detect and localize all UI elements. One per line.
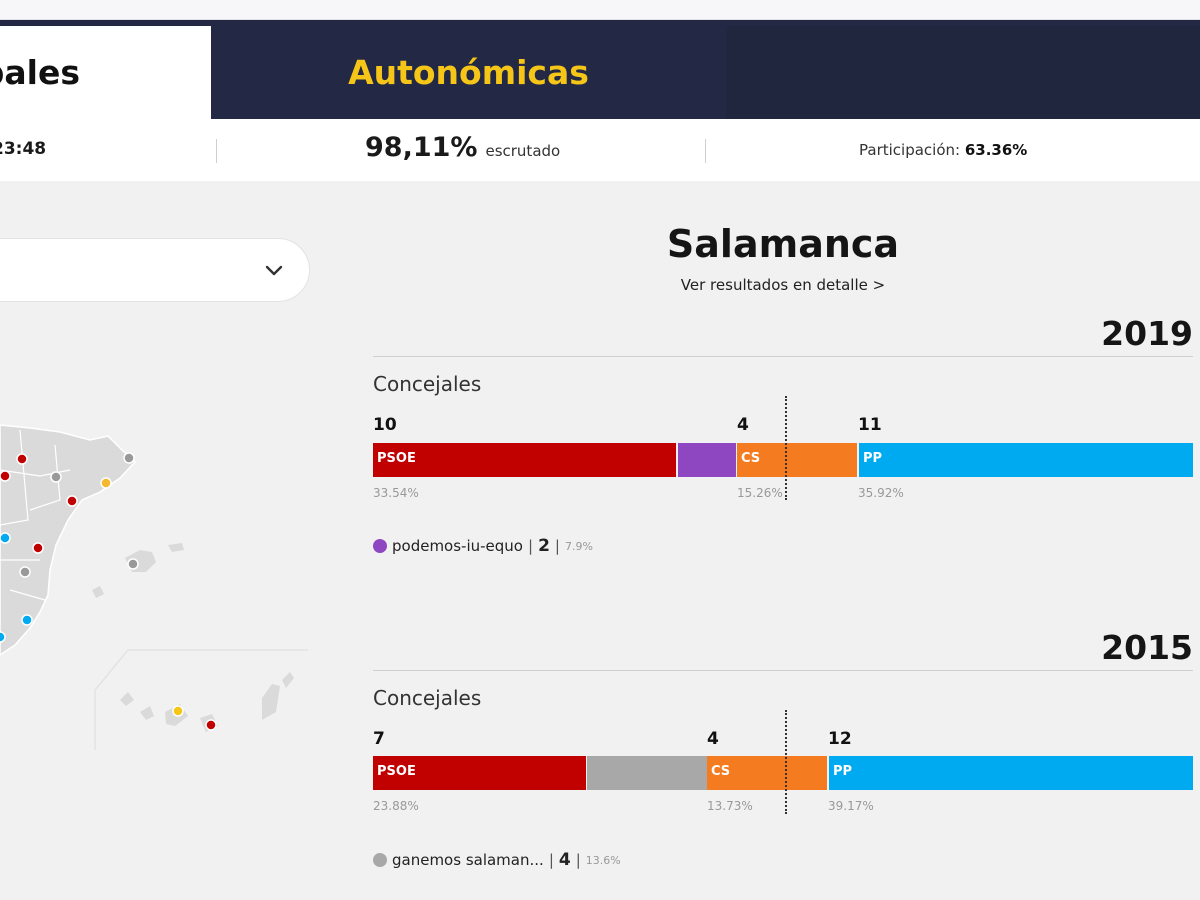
scrutiny-label: escrutado	[485, 142, 561, 160]
participation-status: Participación: 63.36%	[859, 141, 1027, 159]
majority-line	[785, 710, 787, 814]
seat-segment-cs[interactable]: CS	[737, 443, 857, 477]
legend-separator: |	[554, 537, 560, 555]
canary-box	[94, 649, 308, 750]
vote-pct-psoe: 23.88%	[373, 799, 419, 813]
map-marker[interactable]	[19, 566, 31, 578]
legend-party-name: ganemos salaman...	[392, 851, 544, 869]
seat-segment-pp[interactable]: PP	[829, 756, 1193, 790]
seat-segment-pp[interactable]: PP	[859, 443, 1193, 477]
segment-label-cs: CS	[711, 764, 731, 779]
tab-autonomicas-label: Autonómicas	[348, 53, 589, 92]
seat-count-psoe: 10	[373, 415, 397, 435]
view-details-link[interactable]: Ver resultados en detalle >	[680, 276, 886, 294]
status-bar: 23:48 98,11% escrutado Participación: 63…	[0, 119, 1200, 181]
map-markers	[0, 452, 217, 731]
canary-island-shape	[282, 672, 294, 688]
canary-island-shape	[262, 684, 280, 720]
segment-label-psoe: PSOE	[377, 451, 416, 466]
seat-count-pp: 11	[858, 415, 882, 435]
city-title: Salamanca	[666, 222, 900, 266]
scrutiny-value: 98,11%	[365, 132, 478, 163]
participation-label: Participación:	[859, 141, 961, 159]
status-divider	[216, 139, 217, 163]
seat-count-pp: 12	[828, 729, 852, 749]
legend-share: 7.9%	[564, 539, 593, 553]
spain-map-svg	[0, 424, 308, 750]
seat-segment-cs[interactable]: CS	[707, 756, 827, 790]
majority-line	[785, 396, 787, 500]
seat-segment-psoe[interactable]: PSOE	[373, 756, 586, 790]
legend-share: 13.6%	[585, 853, 621, 867]
segment-label-pp: PP	[863, 451, 883, 466]
seat-count-cs: 4	[737, 415, 749, 435]
seat-segment-podemos[interactable]	[678, 443, 736, 477]
section-label: Concejales	[373, 372, 482, 396]
year-divider	[373, 356, 1193, 357]
tab-autonomicas[interactable]: Autonómicas	[211, 26, 726, 119]
map-marker[interactable]	[172, 705, 184, 717]
vote-pct-psoe: 33.54%	[373, 486, 419, 500]
seats-bar: PSOE CS PP	[373, 756, 1193, 790]
vote-pct-pp: 35.92%	[858, 486, 904, 500]
segment-label-psoe: PSOE	[377, 764, 416, 779]
balearic-menorca-shape	[168, 543, 184, 552]
seat-segment-psoe[interactable]: PSOE	[373, 443, 676, 477]
balearic-ibiza-shape	[92, 586, 104, 598]
map-marker[interactable]	[100, 477, 112, 489]
legend-item: podemos-iu-equo | 2 | 7.9%	[373, 536, 593, 556]
legend-separator: |	[528, 537, 534, 555]
election-year: 2019	[1101, 314, 1193, 353]
canary-island-shape	[120, 692, 134, 706]
tab-municipales-label: Municipales	[0, 53, 80, 92]
legend-dot	[373, 539, 387, 553]
chevron-down-icon	[263, 259, 285, 285]
map-marker[interactable]	[205, 719, 217, 731]
year-divider	[373, 670, 1193, 671]
election-type-tabs: Municipales Autonómicas	[0, 20, 1200, 119]
election-year: 2015	[1101, 628, 1193, 667]
map-marker[interactable]	[50, 471, 62, 483]
status-divider	[705, 139, 706, 163]
municipality-selector[interactable]	[0, 238, 310, 302]
seat-count-cs: 4	[707, 729, 719, 749]
scrutiny-status: 98,11% escrutado	[365, 132, 560, 163]
map-marker[interactable]	[0, 532, 11, 544]
legend-item: ganemos salaman... | 4 | 13.6%	[373, 850, 621, 870]
tab-bar-filler	[726, 26, 1200, 119]
legend-party-name: podemos-iu-equo	[392, 537, 523, 555]
legend-seats: 4	[558, 850, 571, 870]
map-marker[interactable]	[0, 631, 6, 643]
map-marker[interactable]	[32, 542, 44, 554]
map-marker[interactable]	[66, 495, 78, 507]
segment-label-pp: PP	[833, 764, 853, 779]
seat-segment-ganemos[interactable]	[587, 756, 707, 790]
map-marker[interactable]	[123, 452, 135, 464]
map-marker[interactable]	[16, 453, 28, 465]
vote-pct-cs: 13.73%	[707, 799, 753, 813]
vote-pct-pp: 39.17%	[828, 799, 874, 813]
legend-separator: |	[548, 851, 554, 869]
update-time: 23:48	[0, 139, 47, 159]
seat-count-psoe: 7	[373, 729, 385, 749]
spain-map[interactable]	[0, 400, 320, 760]
legend-dot	[373, 853, 387, 867]
vote-pct-cs: 15.26%	[737, 486, 783, 500]
tab-municipales[interactable]: Municipales	[0, 26, 211, 119]
section-label: Concejales	[373, 686, 482, 710]
map-marker[interactable]	[127, 558, 139, 570]
legend-seats: 2	[538, 536, 550, 556]
canary-island-shape	[140, 706, 154, 720]
map-marker[interactable]	[21, 614, 33, 626]
participation-value: 63.36%	[964, 141, 1028, 159]
legend-separator: |	[575, 851, 581, 869]
top-strip	[0, 0, 1200, 20]
segment-label-cs: CS	[741, 451, 761, 466]
seats-bar: PSOE CS PP	[373, 443, 1193, 477]
map-marker[interactable]	[0, 470, 11, 482]
